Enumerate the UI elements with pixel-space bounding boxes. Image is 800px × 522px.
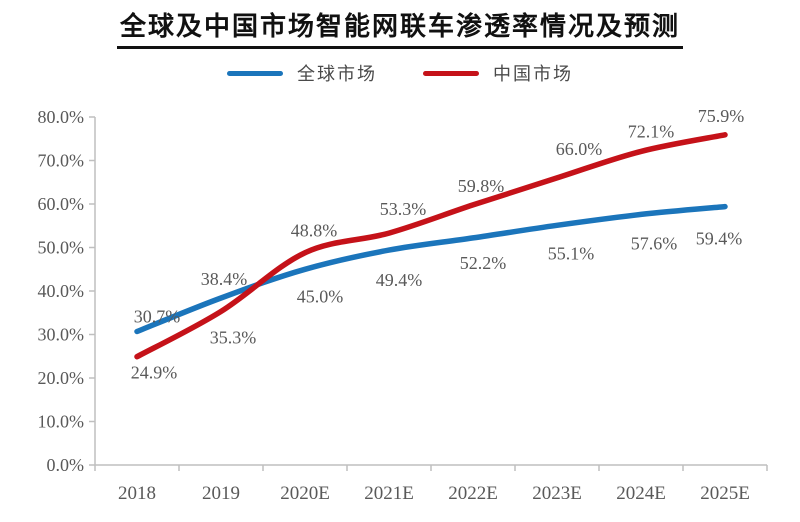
y-tick-label: 10.0% [38,412,85,432]
data-label-china-2022E: 59.8% [458,176,505,196]
series-line-china [134,132,728,360]
data-label-china-2025E: 75.9% [698,106,745,126]
y-tick-label: 0.0% [47,455,85,475]
data-label-global-2023E: 55.1% [548,243,595,263]
data-label-global-2021E: 49.4% [376,270,423,290]
legend-label-china: 中国市场 [493,64,573,84]
legend-item-china: 中国市场 [423,60,573,86]
axis-lines [94,117,767,466]
legend: 全球市场 中国市场 [0,60,800,86]
legend-line-icon-global [227,70,283,76]
data-label-china-2023E: 66.0% [556,139,603,159]
legend-line-icon-china [423,70,479,76]
y-tick-label: 80.0% [38,107,85,127]
data-label-china-2021E: 53.3% [380,199,427,219]
x-tick-label: 2023E [532,483,582,504]
legend-item-global: 全球市场 [227,60,377,86]
y-tick-label: 70.0% [38,151,85,171]
data-label-china-2020E: 48.8% [291,221,338,241]
y-tick-label: 40.0% [38,281,85,301]
x-tick-label: 2020E [280,483,330,504]
data-label-china-2019: 35.3% [210,327,257,347]
y-tick-label: 60.0% [38,194,85,214]
data-label-china-2024E: 72.1% [628,121,675,141]
data-label-global-2020E: 45.0% [297,286,344,306]
data-label-global-2022E: 52.2% [460,253,507,273]
chart-title-row: 全球及中国市场智能网联车渗透率情况及预测 [0,6,800,49]
y-tick-label: 30.0% [38,325,85,345]
data-label-global-2018: 30.7% [134,306,181,326]
x-tick-label: 2019 [202,483,240,504]
series-line-global [134,203,728,335]
x-tick-label: 2018 [118,483,156,504]
x-tick-label: 2022E [448,483,498,504]
data-label-global-2025E: 59.4% [696,229,743,249]
x-tick-label: 2024E [616,483,666,504]
y-tick-label: 50.0% [38,238,85,258]
chart-title: 全球及中国市场智能网联车渗透率情况及预测 [116,6,683,49]
x-tick-label: 2021E [364,483,414,504]
data-label-global-2019: 38.4% [201,269,248,289]
data-label-china-2018: 24.9% [131,363,178,383]
y-tick-label: 20.0% [38,368,85,388]
legend-label-global: 全球市场 [297,64,377,84]
data-label-global-2024E: 57.6% [631,233,678,253]
x-tick-label: 2025E [700,483,750,504]
